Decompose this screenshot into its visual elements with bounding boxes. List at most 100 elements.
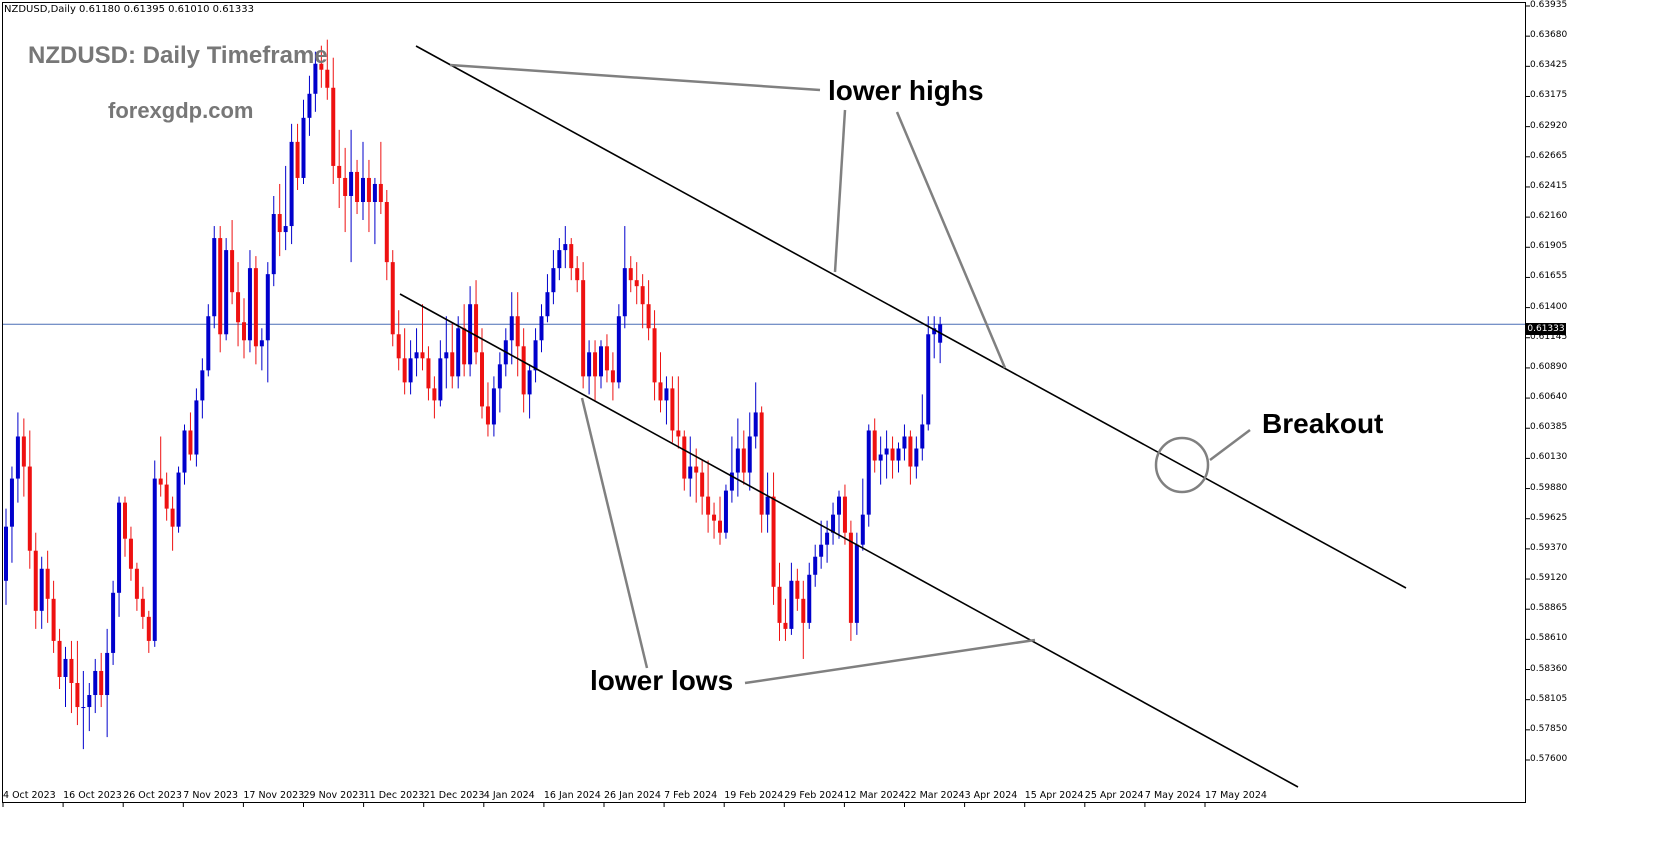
y-tick-label: 0.61145 [1530,331,1568,342]
candle-body [789,580,794,629]
candle-body [289,141,294,227]
candle-body [860,514,865,545]
y-tick-label: 0.59880 [1530,482,1568,493]
candle-body [485,406,490,425]
site-label: forexgdp.com [108,98,254,123]
x-tick-label: 29 Feb 2024 [784,790,844,801]
candle-body [569,244,574,269]
candle-body [158,478,163,485]
candle-body [848,532,853,623]
candle-body [307,93,312,118]
candle-body [99,670,104,696]
x-tick-label: 16 Oct 2023 [63,790,122,801]
candle-body [652,328,657,383]
candle-body [771,496,776,587]
candle-body [146,616,151,641]
candle-body [75,682,80,708]
y-tick-label: 0.60130 [1530,452,1568,463]
y-tick-label: 0.63175 [1530,90,1568,101]
candle-body [468,304,473,365]
candle-body [604,346,609,371]
candle-body [242,322,246,341]
candle-body [545,292,550,317]
candle-body [218,238,223,335]
y-tick-label: 0.62665 [1530,150,1568,161]
candle-body [884,448,889,455]
x-tick-label: 7 May 2024 [1144,790,1201,801]
x-tick-label: 26 Jan 2024 [604,790,661,801]
breakout-circle [1154,436,1210,494]
channel-upper-line [415,45,1407,589]
candle-body [355,171,360,203]
candle-body [361,177,365,203]
candle-body [640,286,645,305]
y-tick-label: 0.58360 [1530,663,1568,674]
x-tick-label: 7 Nov 2023 [183,790,239,801]
y-tick-label: 0.58105 [1530,693,1568,704]
candle-body [646,304,651,329]
candle-body [27,466,32,551]
y-tick-label: 0.58610 [1530,633,1568,644]
y-tick-label: 0.61400 [1530,301,1568,312]
y-tick-label: 0.59370 [1530,542,1568,553]
candle-body [819,544,824,557]
lower-lows-label: lower lows [590,665,734,696]
candle-body [700,472,705,497]
candle-body [426,358,431,389]
x-tick-label: 21 Dec 2023 [423,790,485,801]
candle-body [438,358,443,401]
x-tick-label: 12 Mar 2024 [844,790,905,801]
candle-body [628,268,633,281]
candle-body [474,304,479,353]
y-tick-label: 0.62920 [1530,120,1568,131]
candle-body [658,382,663,401]
lower-highs-pointer-2 [833,109,847,273]
plot-area [2,2,1526,803]
candle-body [866,430,871,515]
candle-body [271,214,276,275]
candle-body [539,316,544,341]
candle-body [908,436,913,467]
candle-body [170,508,175,527]
candle-body [182,430,187,473]
candle-body [723,490,728,533]
candle-body [747,436,752,473]
candle-body [718,520,722,533]
symbol-info: NZDUSD,Daily 0.61180 0.61395 0.61010 0.6… [4,4,255,15]
candle-body [57,640,62,677]
y-tick-label: 0.62415 [1530,180,1568,191]
candle-body [664,388,669,401]
candle-body [247,268,252,341]
candle-body [51,598,56,641]
y-tick-label: 0.62160 [1530,211,1568,222]
candle-body [176,472,181,527]
candle-body [551,268,556,293]
breakout-label: Breakout [1262,408,1384,439]
candle-body [825,532,830,545]
x-tick-label: 4 Jan 2024 [483,790,535,801]
x-tick-label: 22 Mar 2024 [904,790,965,801]
candle-body [854,544,859,623]
candle-body [45,568,50,599]
candle-body [402,358,407,383]
candle-body [230,250,235,293]
candle-body [616,316,621,383]
x-tick-label: 11 Dec 2023 [363,790,425,801]
candle-body [140,598,145,617]
candle-body [152,478,157,641]
candle-body [432,388,437,401]
candle-body [384,202,389,263]
candle-body [706,496,711,515]
candle-body [93,670,98,696]
candle-body [188,430,193,455]
x-tick-label: 26 Oct 2023 [123,790,182,801]
candle-body [378,183,383,203]
candle-body [599,346,603,377]
candle-body [33,550,38,611]
x-tick-label: 17 Nov 2023 [243,790,305,801]
candle-body [557,250,562,269]
y-tick-label: 0.60640 [1530,392,1568,403]
y-tick-label: 0.63935 [1530,0,1568,10]
candle-body [236,292,241,323]
